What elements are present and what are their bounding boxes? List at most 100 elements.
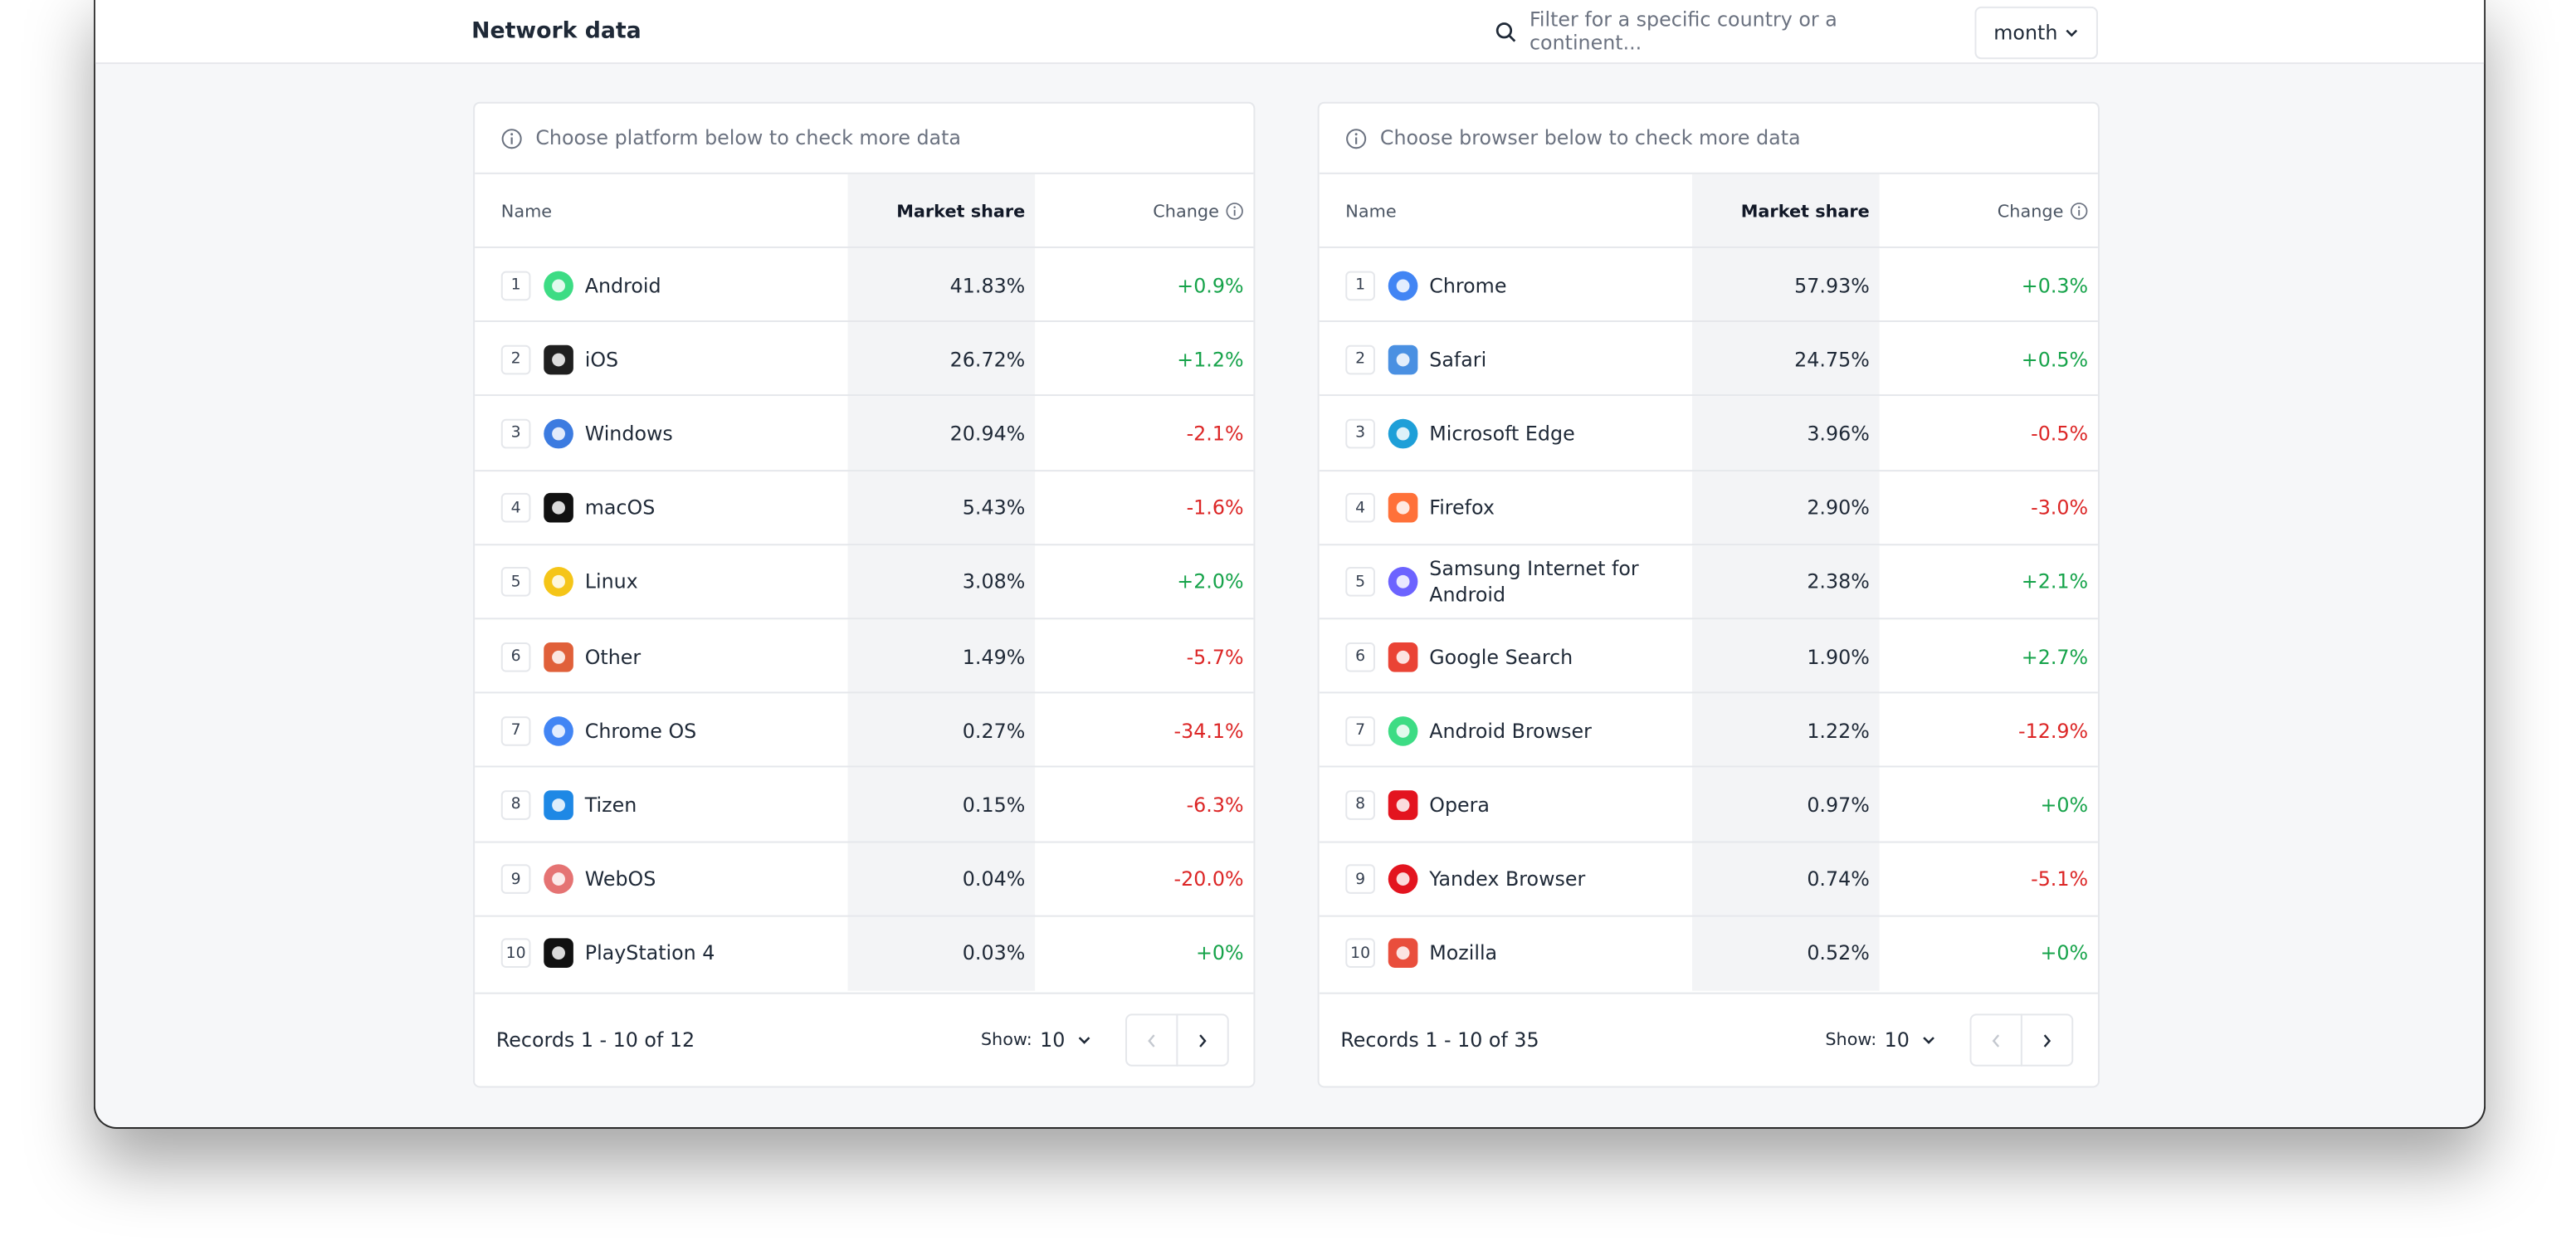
rank-badge: 10 [500, 939, 531, 969]
market-share: 20.94% [949, 422, 1026, 446]
change: -6.3% [1186, 793, 1244, 817]
change: +0% [2040, 942, 2089, 965]
name-cell: 7 Chrome OS [475, 694, 847, 768]
table-footer: Records 1 - 10 of 12 Show: 10 [475, 992, 1254, 1086]
table-row[interactable]: 10 PlayStation 4 0.03% +0% [475, 915, 1254, 991]
table-row[interactable]: 2 Safari 24.75% +0.5% [1319, 320, 2098, 397]
table-row[interactable]: 8 Tizen 0.15% -6.3% [475, 766, 1254, 842]
name-cell: 6 Google Search [1320, 619, 1692, 693]
item-name: Firefox [1429, 496, 1495, 520]
window: Network data Filter for a specific count… [93, 0, 2486, 1129]
table-row[interactable]: 8 Opera 0.97% +0% [1319, 766, 2098, 842]
change-cell: +2.7% [1880, 619, 2098, 693]
hint-text: Choose platform below to check more data [535, 126, 962, 150]
share-cell: 20.94% [847, 396, 1036, 471]
name-cell: 4 macOS [475, 471, 847, 544]
market-share: 0.03% [962, 942, 1026, 965]
item-icon [1388, 344, 1418, 374]
table-row[interactable]: 6 Google Search 1.90% +2.7% [1319, 618, 2098, 694]
share-cell: 2.90% [1691, 471, 1880, 545]
item-name: Mozilla [1429, 942, 1498, 965]
records: Records 1 - 10 of 12 [495, 1028, 695, 1052]
next-page[interactable] [1176, 1013, 1229, 1067]
column-label: Market share [1740, 201, 1870, 222]
column-header: Market share [847, 173, 1036, 248]
column-label: Change [1997, 201, 2064, 222]
item-name: Chrome [1429, 273, 1507, 297]
chevron-left [1148, 1033, 1155, 1047]
change-cell: -12.9% [1880, 694, 2098, 768]
change-cell: +0% [1880, 768, 2098, 842]
change: +0.3% [2021, 273, 2089, 297]
next-page[interactable] [2020, 1013, 2074, 1067]
rank-badge: 1 [500, 270, 531, 300]
table-row[interactable]: 1 Android 41.83% +0.9% [475, 246, 1254, 323]
change: +1.2% [1177, 348, 1244, 371]
table-row[interactable]: 4 Firefox 2.90% -3.0% [1319, 469, 2098, 545]
search-box[interactable]: Filter for a specific country or a conti… [1495, 8, 1954, 54]
table-row[interactable]: 7 Android Browser 1.22% -12.9% [1319, 691, 2098, 769]
rank-badge: 3 [500, 418, 531, 449]
name-cell: 5 Linux [475, 545, 847, 619]
item-icon [1388, 642, 1418, 671]
name-cell: 7 Android Browser [1320, 694, 1692, 768]
market-share: 41.83% [949, 273, 1026, 297]
page-size-select[interactable]: 10 [1885, 1028, 1936, 1052]
table-row[interactable]: 3 Microsoft Edge 3.96% -0.5% [1319, 394, 2098, 471]
change: +0.5% [2021, 348, 2089, 371]
item-icon [544, 493, 573, 523]
chevron [1923, 1037, 1935, 1044]
rank-badge: 2 [500, 344, 531, 374]
period-value: month [1993, 21, 2058, 45]
table-row[interactable]: 1 Chrome 57.93% +0.3% [1319, 246, 2098, 323]
rank-badge: 9 [500, 864, 531, 895]
table-row[interactable]: 7 Chrome OS 0.27% -34.1% [475, 691, 1254, 769]
market-share: 0.97% [1807, 793, 1870, 817]
table-row[interactable]: 6 Other 1.49% -5.7% [475, 618, 1254, 694]
period-select[interactable]: month [1974, 6, 2098, 60]
page-size: 10 [1884, 1028, 1910, 1052]
table-row[interactable]: 9 Yandex Browser 0.74% -5.1% [1319, 840, 2098, 917]
item-name: Microsoft Edge [1429, 422, 1575, 446]
change: -3.0% [2031, 496, 2089, 520]
column-header: Market share [1691, 173, 1880, 248]
item-name: Chrome OS [584, 719, 697, 743]
table-row[interactable]: 4 macOS 5.43% -1.6% [475, 469, 1254, 545]
prev-page[interactable] [1125, 1013, 1178, 1067]
page-size-select[interactable]: 10 [1040, 1028, 1091, 1052]
change: +2.7% [2021, 645, 2089, 668]
change: -2.1% [1186, 422, 1244, 446]
item-icon [544, 567, 573, 598]
header-row: Name Market share Change [1319, 172, 2098, 248]
info-icon [2070, 203, 2088, 220]
share-cell: 0.52% [1691, 916, 1880, 991]
prev-page[interactable] [1969, 1013, 2022, 1067]
market-share: 0.27% [962, 719, 1026, 743]
rank-badge: 8 [1345, 790, 1375, 820]
table-row[interactable]: 3 Windows 20.94% -2.1% [475, 394, 1254, 471]
table-row[interactable]: 2 iOS 26.72% +1.2% [475, 320, 1254, 397]
item-name: iOS [584, 348, 619, 371]
table-row[interactable]: 10 Mozilla 0.52% +0% [1319, 915, 2098, 991]
item-icon [544, 790, 573, 820]
name-cell: 8 Tizen [475, 768, 847, 842]
item-name: macOS [584, 496, 656, 520]
item-icon [1388, 715, 1418, 746]
rank-badge: 8 [500, 790, 531, 820]
item-name: Safari [1429, 348, 1487, 371]
table-row[interactable]: 5 Samsung Internet for Android 2.38% +2.1% [1319, 543, 2098, 620]
change: +0% [2040, 793, 2089, 817]
item-name: Windows [584, 422, 673, 446]
change: -12.9% [2018, 719, 2089, 743]
table-row[interactable]: 9 WebOS 0.04% -20.0% [475, 840, 1254, 917]
change-cell: -0.5% [1880, 397, 2098, 471]
rank-badge: 3 [1345, 418, 1375, 449]
table-panel: Choose platform below to check more data… [473, 101, 1256, 1088]
market-share: 0.04% [962, 867, 1026, 891]
name-cell: 2 iOS [475, 322, 847, 396]
market-share: 3.96% [1807, 422, 1870, 446]
share-cell: 3.96% [1691, 396, 1880, 471]
table-row[interactable]: 5 Linux 3.08% +2.0% [475, 543, 1254, 620]
market-share: 1.49% [962, 645, 1026, 668]
